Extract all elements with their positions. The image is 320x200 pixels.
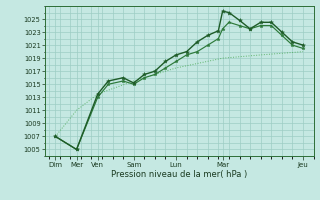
X-axis label: Pression niveau de la mer( hPa ): Pression niveau de la mer( hPa )	[111, 170, 247, 179]
